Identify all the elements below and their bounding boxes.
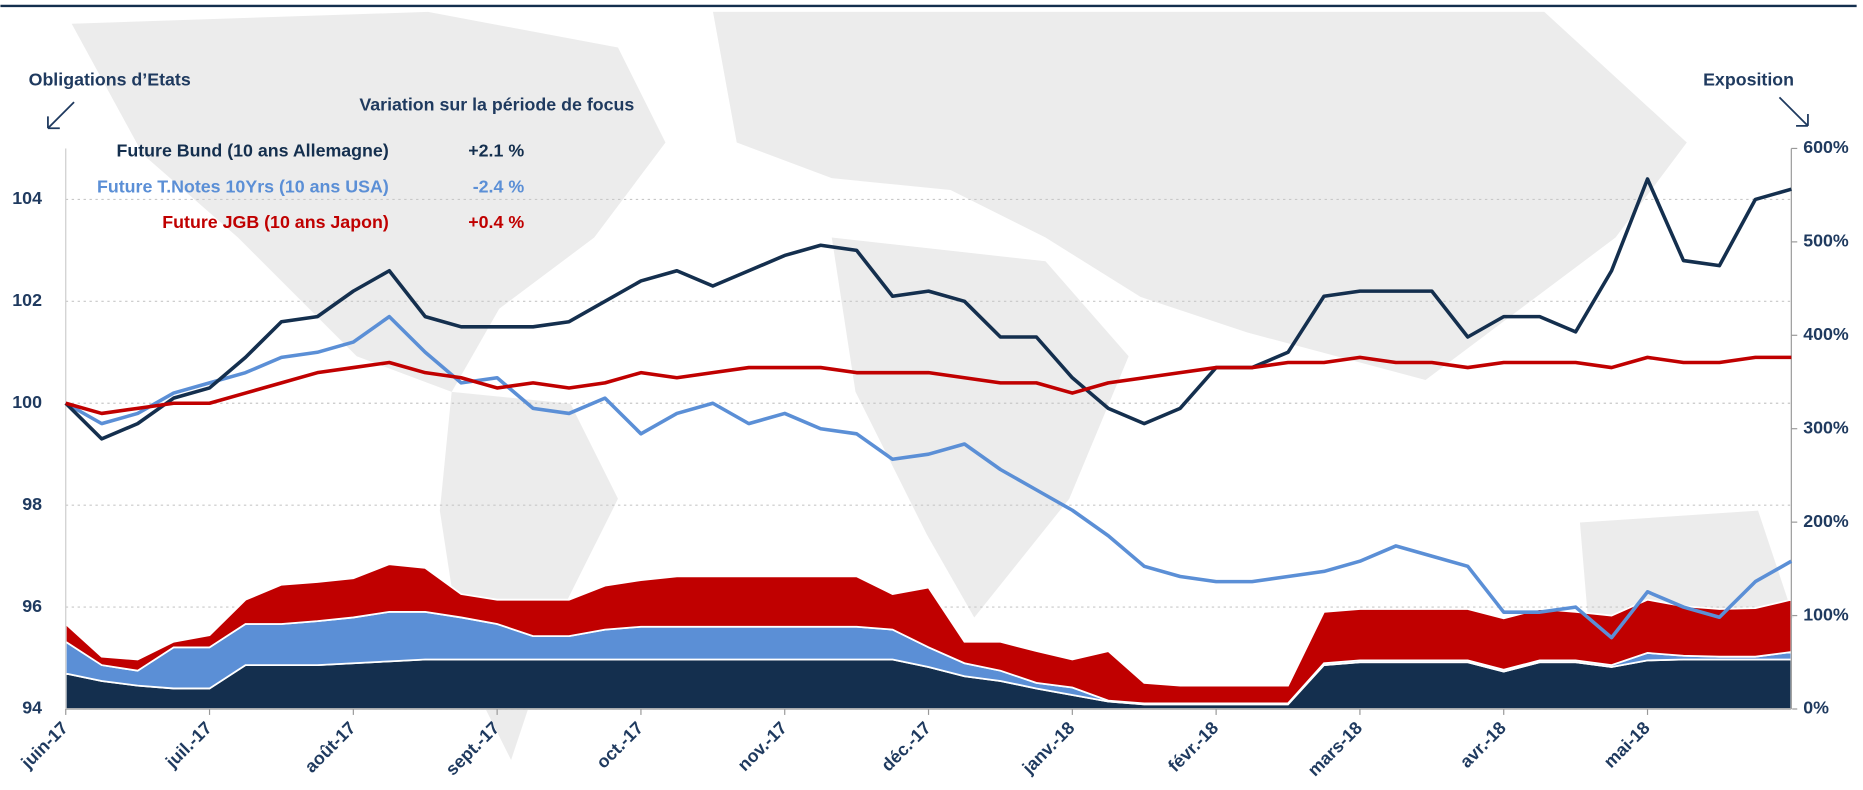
legend-change: +2.1 % [468,141,524,161]
y-tick-label: 96 [22,596,42,616]
bond-line [64,314,1793,640]
legend-change: +0.4 % [468,212,524,232]
y-tick-label: 94 [22,698,42,718]
arrow-right [1778,96,1809,127]
y2-tick-label: 0% [1803,698,1829,718]
y-tick-label: 102 [12,290,42,310]
legend-title: Variation sur la période de focus [359,94,634,114]
legend-label: Future JGB (10 ans Japon) [162,212,389,232]
y2-tick-label: 200% [1803,511,1849,531]
y-tick-label: 104 [12,188,42,208]
y-axis-title: Obligations d’Etats [29,69,191,89]
y2-axis-title: Exposition [1703,69,1794,89]
legend-label: Future Bund (10 ans Allemagne) [117,141,389,161]
legend-label: Future T.Notes 10Yrs (10 ans USA) [97,176,389,196]
arrow-left [47,101,75,130]
y-tick-label: 98 [22,494,42,514]
y2-tick-label: 600% [1803,137,1849,157]
bond-line [65,355,1792,416]
y2-tick-label: 100% [1803,604,1849,624]
legend-change: -2.4 % [473,176,525,196]
bond-line [64,177,1792,441]
y2-tick-label: 300% [1803,417,1849,437]
y2-tick-label: 500% [1803,231,1849,251]
y-tick-label: 100 [12,392,42,412]
y2-tick-label: 400% [1803,324,1849,344]
